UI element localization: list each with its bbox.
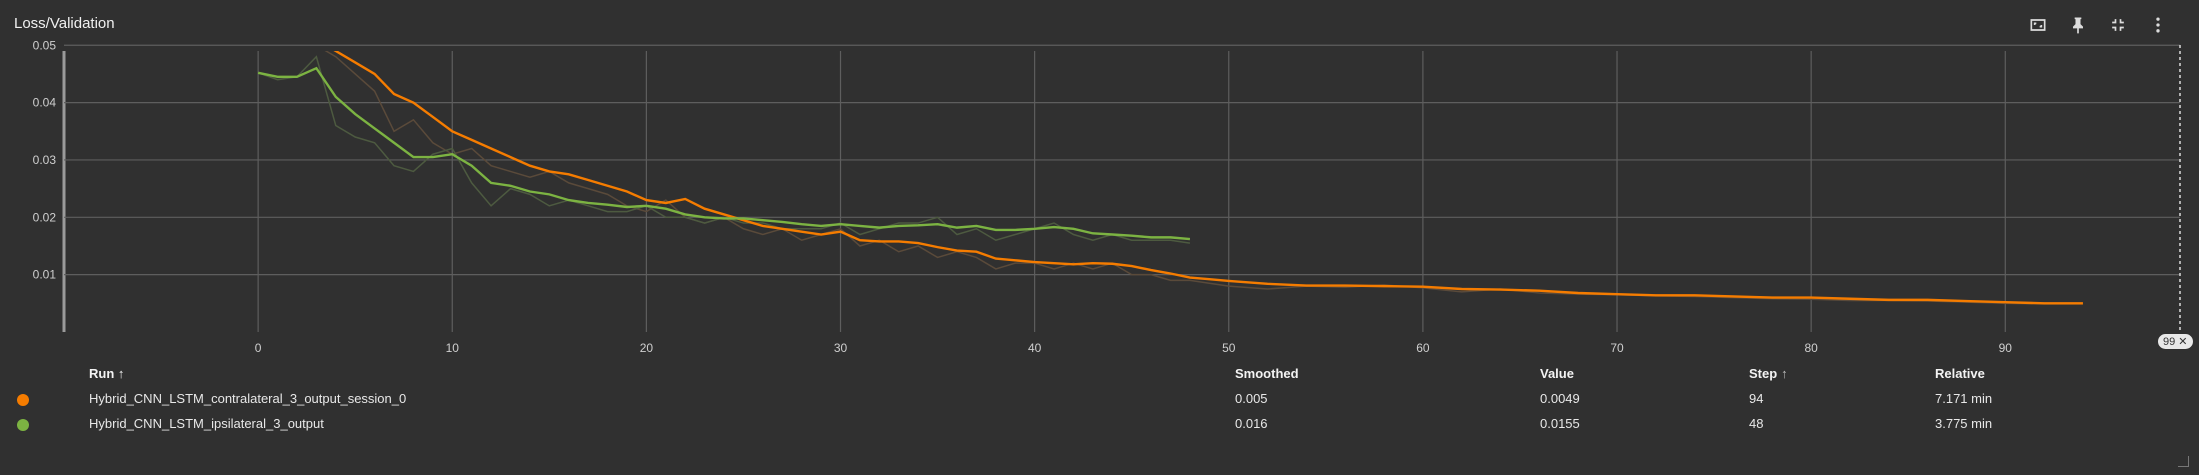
collapse-icon [2112,19,2124,31]
pin-icon [2073,17,2083,34]
value-header[interactable]: Value [1540,366,1574,381]
step-header[interactable]: Step ↑ [1749,366,1788,381]
relative-value: 7.171 min [1935,391,1993,406]
y-tick-label: 0.02 [33,210,57,224]
x-tick-label: 50 [1222,341,1236,355]
smoothed-value: 0.016 [1235,416,1268,431]
y-tick-label: 0.04 [33,96,57,110]
pin-button[interactable] [2065,12,2091,38]
x-tick-label: 40 [1028,341,1042,355]
run-color-dot [17,394,29,406]
table-row[interactable]: Hybrid_CNN_LSTM_contralateral_3_output_s… [0,391,2199,413]
table-header: Run ↑ Smoothed Value Step ↑ Relative [0,366,2199,388]
y-tick-label: 0.03 [33,153,57,167]
smoothed-header[interactable]: Smoothed [1235,366,1299,381]
y-tick-label: 0.05 [33,38,57,52]
relative-header[interactable]: Relative [1935,366,1985,381]
x-tick-label: 0 [255,341,262,355]
smoothed-series-line-0 [333,51,2083,305]
more-button[interactable] [2145,12,2171,38]
raw-value: 0.0049 [1540,391,1580,406]
fit-domain-icon [2030,19,2046,31]
run-name: Hybrid_CNN_LSTM_ipsilateral_3_output [89,416,324,431]
run-header[interactable]: Run ↑ [89,366,125,381]
step-value: 94 [1749,391,1764,406]
fit-domain-button[interactable] [2025,12,2051,38]
resize-handle[interactable] [2178,456,2189,467]
relative-value: 3.775 min [1935,416,1993,431]
x-tick-label: 30 [834,341,848,355]
step-value: 48 [1749,416,1764,431]
x-tick-label: 90 [1999,341,2013,355]
sort-arrow-icon: ↑ [1781,366,1788,381]
card-title: Loss/Validation [14,15,115,32]
x-tick-label: 10 [446,341,460,355]
step-badge[interactable]: 99 ✕ [2158,334,2193,349]
x-tick-label: 60 [1416,341,1430,355]
table-row[interactable]: Hybrid_CNN_LSTM_ipsilateral_3_output 0.0… [0,416,2199,438]
card-toolbar [2025,12,2171,38]
raw-value: 0.0155 [1540,416,1580,431]
smoothed-series-line-1 [257,66,1191,241]
smoothed-value: 0.005 [1235,391,1268,406]
x-tick-label: 70 [1610,341,1624,355]
raw-series-line-0 [324,51,2083,305]
x-tick-label: 20 [640,341,654,355]
line-chart[interactable]: 0 10 20 30 40 50 60 70 80 90 0.01 0.02 0.03 0.04 0.05 [0,0,2199,360]
step-header-label: Step [1749,366,1778,381]
y-tick-label: 0.01 [33,268,57,282]
run-name: Hybrid_CNN_LSTM_contralateral_3_output_s… [89,391,407,406]
x-tick-label: 80 [1804,341,1818,355]
more-vertical-icon [2156,17,2160,33]
run-color-dot [17,419,29,431]
collapse-button[interactable] [2105,12,2131,38]
